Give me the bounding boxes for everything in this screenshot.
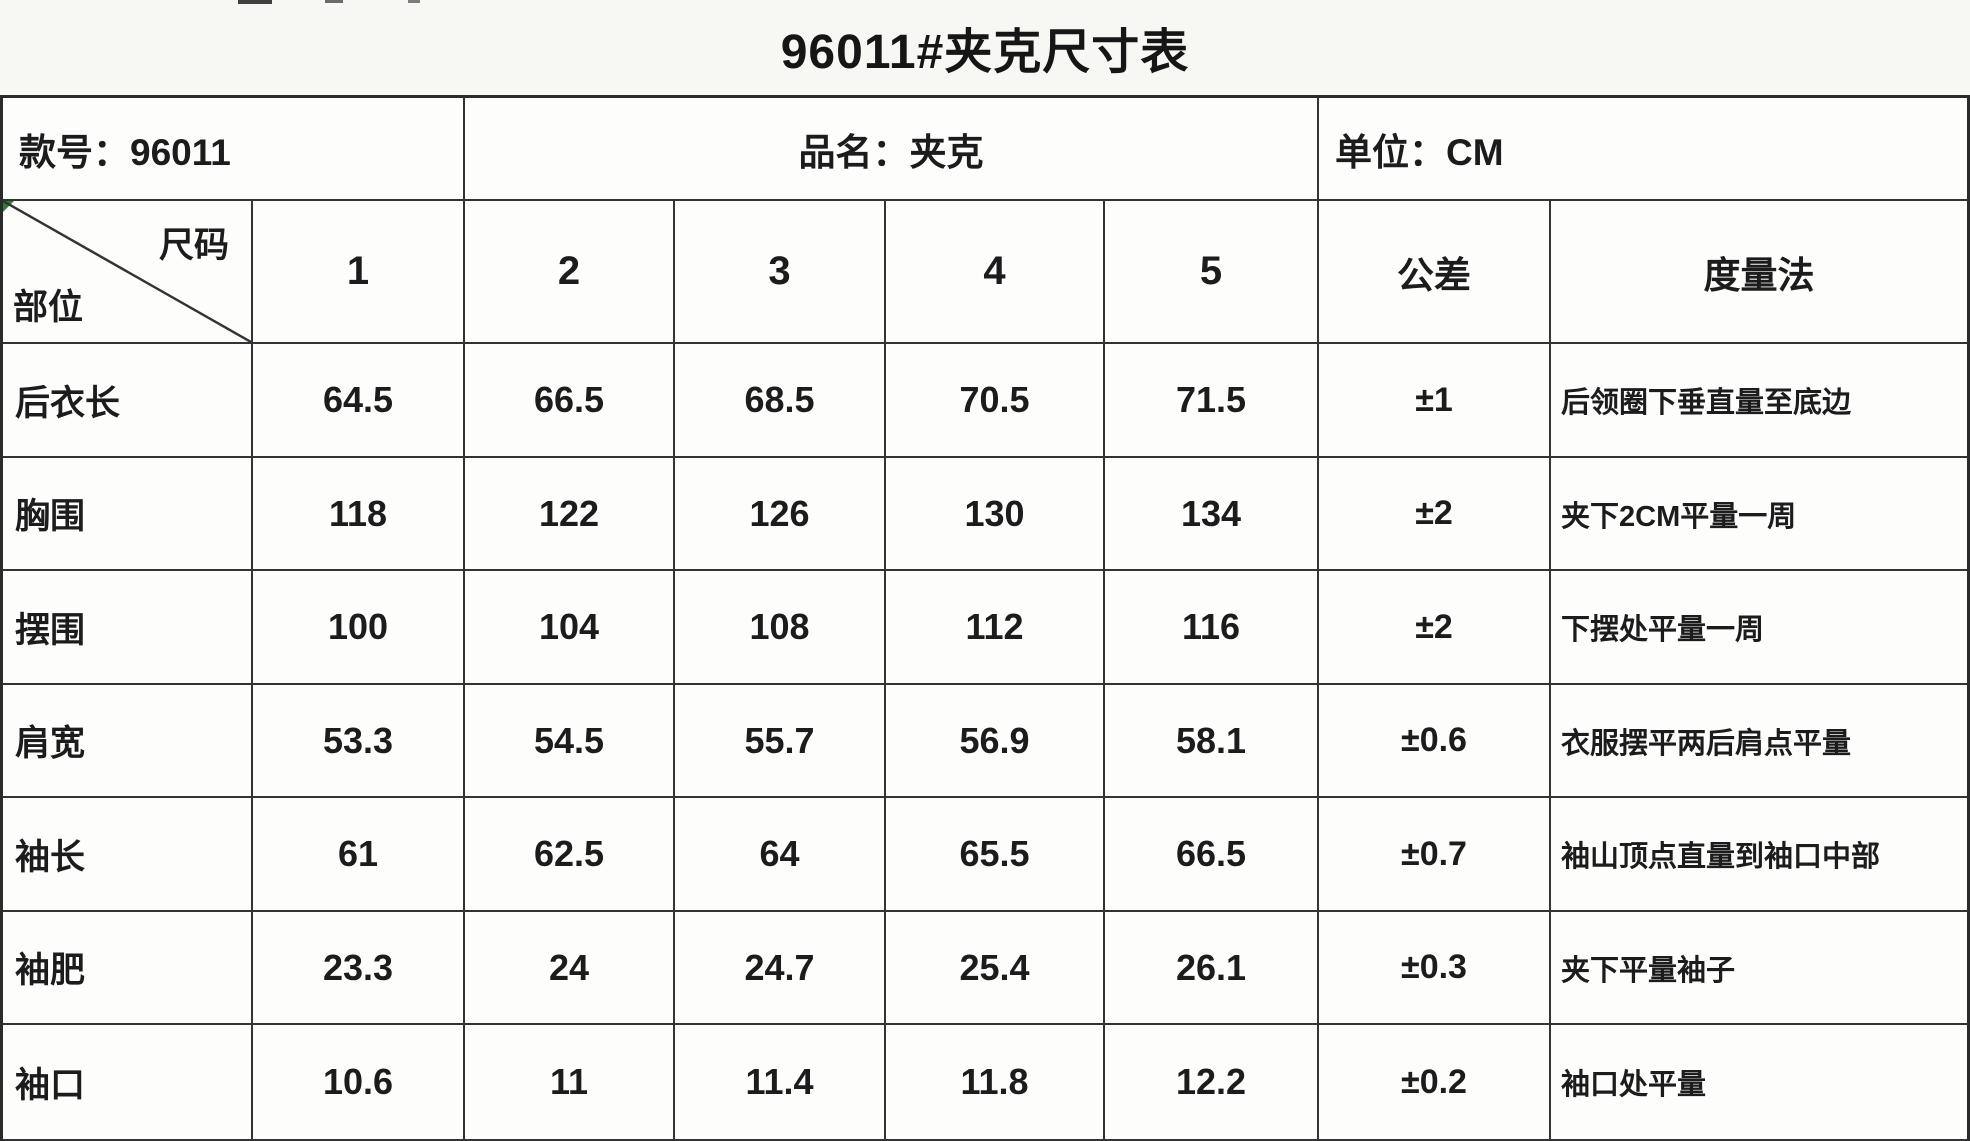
size-value: 118 (253, 458, 465, 571)
size-value: 23.3 (253, 912, 465, 1025)
size-value: 130 (886, 458, 1105, 571)
part-label: 胸围 (3, 458, 253, 571)
size-value: 56.9 (886, 685, 1105, 798)
unit-cell: 单位：CM (1319, 98, 1967, 201)
diagonal-header-cell: 尺码 部位 (3, 201, 253, 344)
measure-method: 下摆处平量一周 (1551, 571, 1967, 685)
diagonal-divider-line (3, 201, 251, 342)
size-value: 61 (253, 798, 465, 912)
measure-method: 后领圈下垂直量至底边 (1551, 344, 1967, 458)
tolerance-value: ±2 (1319, 571, 1551, 685)
size-column-header-5: 5 (1105, 201, 1319, 344)
size-column-header-4: 4 (886, 201, 1105, 344)
measure-method: 夹下2CM平量一周 (1551, 458, 1967, 571)
tolerance-value: ±0.2 (1319, 1025, 1551, 1141)
size-value: 55.7 (675, 685, 886, 798)
size-column-header-1: 1 (253, 201, 465, 344)
cropped-text-remnant (408, 0, 420, 3)
size-value: 104 (465, 571, 675, 685)
part-label: 袖长 (3, 798, 253, 912)
size-value: 116 (1105, 571, 1319, 685)
measure-method: 夹下平量袖子 (1551, 912, 1967, 1025)
size-value: 11.4 (675, 1025, 886, 1141)
part-axis-label: 部位 (13, 288, 84, 327)
part-label: 摆围 (3, 571, 253, 685)
size-value: 68.5 (675, 344, 886, 458)
tolerance-value: ±0.6 (1319, 685, 1551, 798)
size-value: 64 (675, 798, 886, 912)
size-value: 58.1 (1105, 685, 1319, 798)
product-name-cell: 品名：夹克 (465, 98, 1319, 201)
size-value: 70.5 (886, 344, 1105, 458)
size-axis-label: 尺码 (158, 226, 229, 265)
tolerance-value: ±1 (1319, 344, 1551, 458)
part-label: 肩宽 (3, 685, 253, 798)
size-value: 66.5 (465, 344, 675, 458)
measure-method: 袖口处平量 (1551, 1025, 1967, 1141)
cropped-text-remnant (325, 0, 343, 3)
excel-corner-marker (3, 201, 14, 212)
measure-method: 衣服摆平两后肩点平量 (1551, 685, 1967, 798)
part-label: 袖肥 (3, 912, 253, 1025)
size-value: 11.8 (886, 1025, 1105, 1141)
size-value: 12.2 (1105, 1025, 1319, 1141)
size-column-header-3: 3 (675, 201, 886, 344)
tolerance-value: ±0.7 (1319, 798, 1551, 912)
model-number-cell: 款号：96011 (3, 98, 465, 201)
size-value: 71.5 (1105, 344, 1319, 458)
part-label: 后衣长 (3, 344, 253, 458)
size-value: 122 (465, 458, 675, 571)
size-value: 11 (465, 1025, 675, 1141)
size-value: 112 (886, 571, 1105, 685)
size-value: 26.1 (1105, 912, 1319, 1025)
size-value: 108 (675, 571, 886, 685)
size-value: 62.5 (465, 798, 675, 912)
part-label: 袖口 (3, 1025, 253, 1141)
tolerance-value: ±2 (1319, 458, 1551, 571)
measure-method: 袖山顶点直量到袖口中部 (1551, 798, 1967, 912)
size-value: 24 (465, 912, 675, 1025)
method-column-header: 度量法 (1551, 201, 1967, 344)
tolerance-value: ±0.3 (1319, 912, 1551, 1025)
size-value: 65.5 (886, 798, 1105, 912)
size-value: 126 (675, 458, 886, 571)
size-value: 53.3 (253, 685, 465, 798)
page-title: 96011#夹克尺寸表 (780, 26, 1190, 79)
cropped-text-remnant (238, 0, 272, 4)
size-value: 54.5 (465, 685, 675, 798)
size-chart-table: 款号：96011 品名：夹克 单位：CM 尺码 部位 1 2 3 4 5 公差 … (0, 95, 1970, 1141)
size-value: 64.5 (253, 344, 465, 458)
size-value: 100 (253, 571, 465, 685)
size-value: 10.6 (253, 1025, 465, 1141)
tolerance-column-header: 公差 (1319, 201, 1551, 344)
size-value: 134 (1105, 458, 1319, 571)
size-value: 66.5 (1105, 798, 1319, 912)
size-column-header-2: 2 (465, 201, 675, 344)
size-value: 24.7 (675, 912, 886, 1025)
size-value: 25.4 (886, 912, 1105, 1025)
